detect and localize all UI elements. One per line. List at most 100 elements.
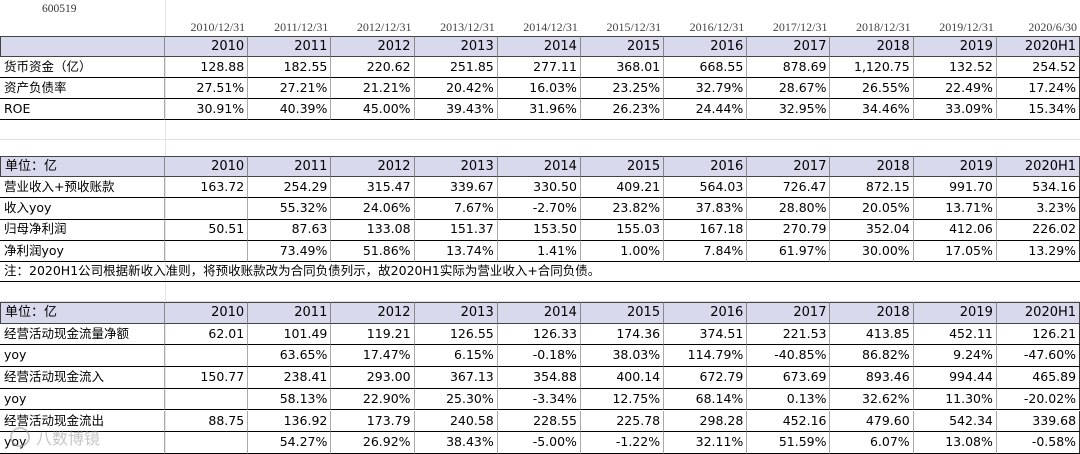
- value-cell: 45.00%: [331, 99, 415, 120]
- value-cell: 126.21: [996, 323, 1080, 346]
- value-cell: 28.67%: [747, 78, 831, 99]
- value-cell: 367.13: [414, 367, 498, 389]
- value-cell: -40.85%: [747, 345, 831, 368]
- value-cell: 668.55: [664, 57, 748, 78]
- value-cell: 228.55: [497, 410, 581, 433]
- header-year-cell: 2010: [164, 156, 249, 178]
- date-cell: 2019/12/31: [939, 20, 994, 34]
- value-cell: 32.79%: [664, 78, 748, 99]
- value-cell: 872.15: [830, 177, 914, 199]
- value-cell: 221.53: [747, 323, 831, 346]
- value-cell: 22.49%: [913, 78, 997, 99]
- header-label: 单位：亿: [0, 302, 165, 324]
- value-cell: 50.51: [164, 219, 249, 241]
- header-year-cell: 2018: [830, 156, 914, 178]
- value-cell: 6.07%: [830, 432, 914, 454]
- value-cell: 38.03%: [580, 345, 665, 368]
- value-cell: 150.77: [164, 367, 249, 389]
- row-label: yoy: [0, 388, 165, 411]
- row-label: 归母净利润: [0, 219, 165, 241]
- watermark-logo-icon: [10, 427, 30, 447]
- table-header-row: 单位：亿 2010 2011 2012 2013 2014 2015 2016 2017 2018…: [0, 156, 1080, 178]
- value-cell: 330.50: [497, 177, 581, 199]
- header-year-cell: 2015: [580, 156, 665, 178]
- table-row: yoy 63.65% 17.47% 6.15% -0.18% 38.03% 114.79% -…: [0, 345, 1080, 368]
- value-cell: 88.75: [164, 410, 249, 433]
- row-label: 收入yoy: [0, 198, 165, 220]
- value-cell: 31.96%: [497, 99, 581, 120]
- value-cell: 26.92%: [331, 432, 415, 454]
- value-cell: 893.46: [830, 367, 914, 389]
- date-row-label: [0, 18, 165, 36]
- header-year-cell: 2012: [331, 156, 415, 178]
- value-cell: 132.52: [913, 57, 997, 78]
- value-cell: 374.51: [664, 323, 748, 346]
- value-cell: 68.14%: [664, 388, 748, 411]
- table-row: yoy 58.13% 22.90% 25.30% -3.34% 12.75% 68.14% 0…: [0, 388, 1080, 411]
- value-cell: -1.22%: [580, 432, 665, 454]
- table-row: 经营活动现金流入 150.77 238.41 293.00 367.13 354.88 40…: [0, 367, 1080, 389]
- date-cell: 2010/12/31: [190, 20, 246, 34]
- value-cell: 409.21: [580, 177, 665, 199]
- value-cell: 37.83%: [664, 198, 748, 220]
- value-cell: 30.00%: [830, 240, 914, 262]
- value-cell: 23.25%: [580, 78, 665, 99]
- row-label: 经营活动现金流量净额: [0, 323, 165, 346]
- header-year-cell: 2010: [164, 36, 249, 57]
- value-cell: [164, 432, 249, 454]
- value-cell: 13.08%: [913, 432, 997, 454]
- header-year-cell: 2019: [913, 36, 997, 57]
- value-cell: 542.34: [913, 410, 997, 433]
- value-cell: 465.89: [996, 367, 1080, 389]
- row-label: 净利润yoy: [0, 240, 165, 262]
- value-cell: 21.21%: [331, 78, 415, 99]
- value-cell: 13.74%: [414, 240, 498, 262]
- value-cell: 339.68: [996, 410, 1080, 433]
- value-cell: 136.92: [248, 410, 332, 433]
- value-cell: 13.71%: [913, 198, 997, 220]
- table-row: 营业收入+预收账款 163.72 254.29 315.47 339.67 330.50 4…: [0, 177, 1080, 199]
- value-cell: 38.43%: [414, 432, 498, 454]
- value-cell: 30.91%: [164, 99, 249, 120]
- row-label: 资产负债率: [0, 78, 165, 99]
- value-cell: 16.03%: [497, 78, 581, 99]
- value-cell: -2.70%: [497, 198, 581, 220]
- row-label: ROE: [0, 99, 165, 120]
- date-cell: 2011/12/31: [274, 20, 329, 34]
- value-cell: 86.82%: [830, 345, 914, 368]
- date-cell: 2013/12/31: [440, 20, 495, 34]
- value-cell: 13.29%: [996, 240, 1080, 262]
- header-year-cell: 2017: [747, 156, 831, 178]
- header-year-cell: 2017: [747, 36, 831, 57]
- value-cell: 40.39%: [248, 99, 332, 120]
- row-label: 经营活动现金流出: [0, 410, 165, 433]
- header-year-cell: 2014: [497, 36, 581, 57]
- header-year-cell: 2014: [497, 156, 581, 178]
- value-cell: 293.00: [331, 367, 415, 389]
- header-year-cell: 2010: [164, 302, 249, 324]
- value-cell: 28.80%: [747, 198, 831, 220]
- value-cell: 62.01: [164, 323, 249, 346]
- date-cell: 2015/12/31: [606, 20, 662, 34]
- value-cell: 277.11: [497, 57, 581, 78]
- value-cell: 24.44%: [664, 99, 748, 120]
- value-cell: 0.13%: [747, 388, 831, 411]
- header-year-cell: 2014: [497, 302, 581, 324]
- header-year-cell: 2018: [830, 36, 914, 57]
- value-cell: 22.90%: [331, 388, 415, 411]
- value-cell: 51.86%: [331, 240, 415, 262]
- value-cell: 173.79: [331, 410, 415, 433]
- value-cell: 73.49%: [248, 240, 332, 262]
- header-year-cell: 2020H1: [996, 156, 1080, 178]
- value-cell: 368.01: [580, 57, 665, 78]
- value-cell: 128.88: [164, 57, 249, 78]
- value-cell: 54.27%: [248, 432, 332, 454]
- value-cell: 254.52: [996, 57, 1080, 78]
- header-year-cell: 2011: [248, 302, 332, 324]
- date-cell: 2017/12/31: [772, 20, 828, 34]
- value-cell: 270.79: [747, 219, 831, 241]
- value-cell: 412.06: [913, 219, 997, 241]
- value-cell: 26.23%: [580, 99, 665, 120]
- blank-row: [0, 120, 1080, 140]
- value-cell: 3.23%: [996, 198, 1080, 220]
